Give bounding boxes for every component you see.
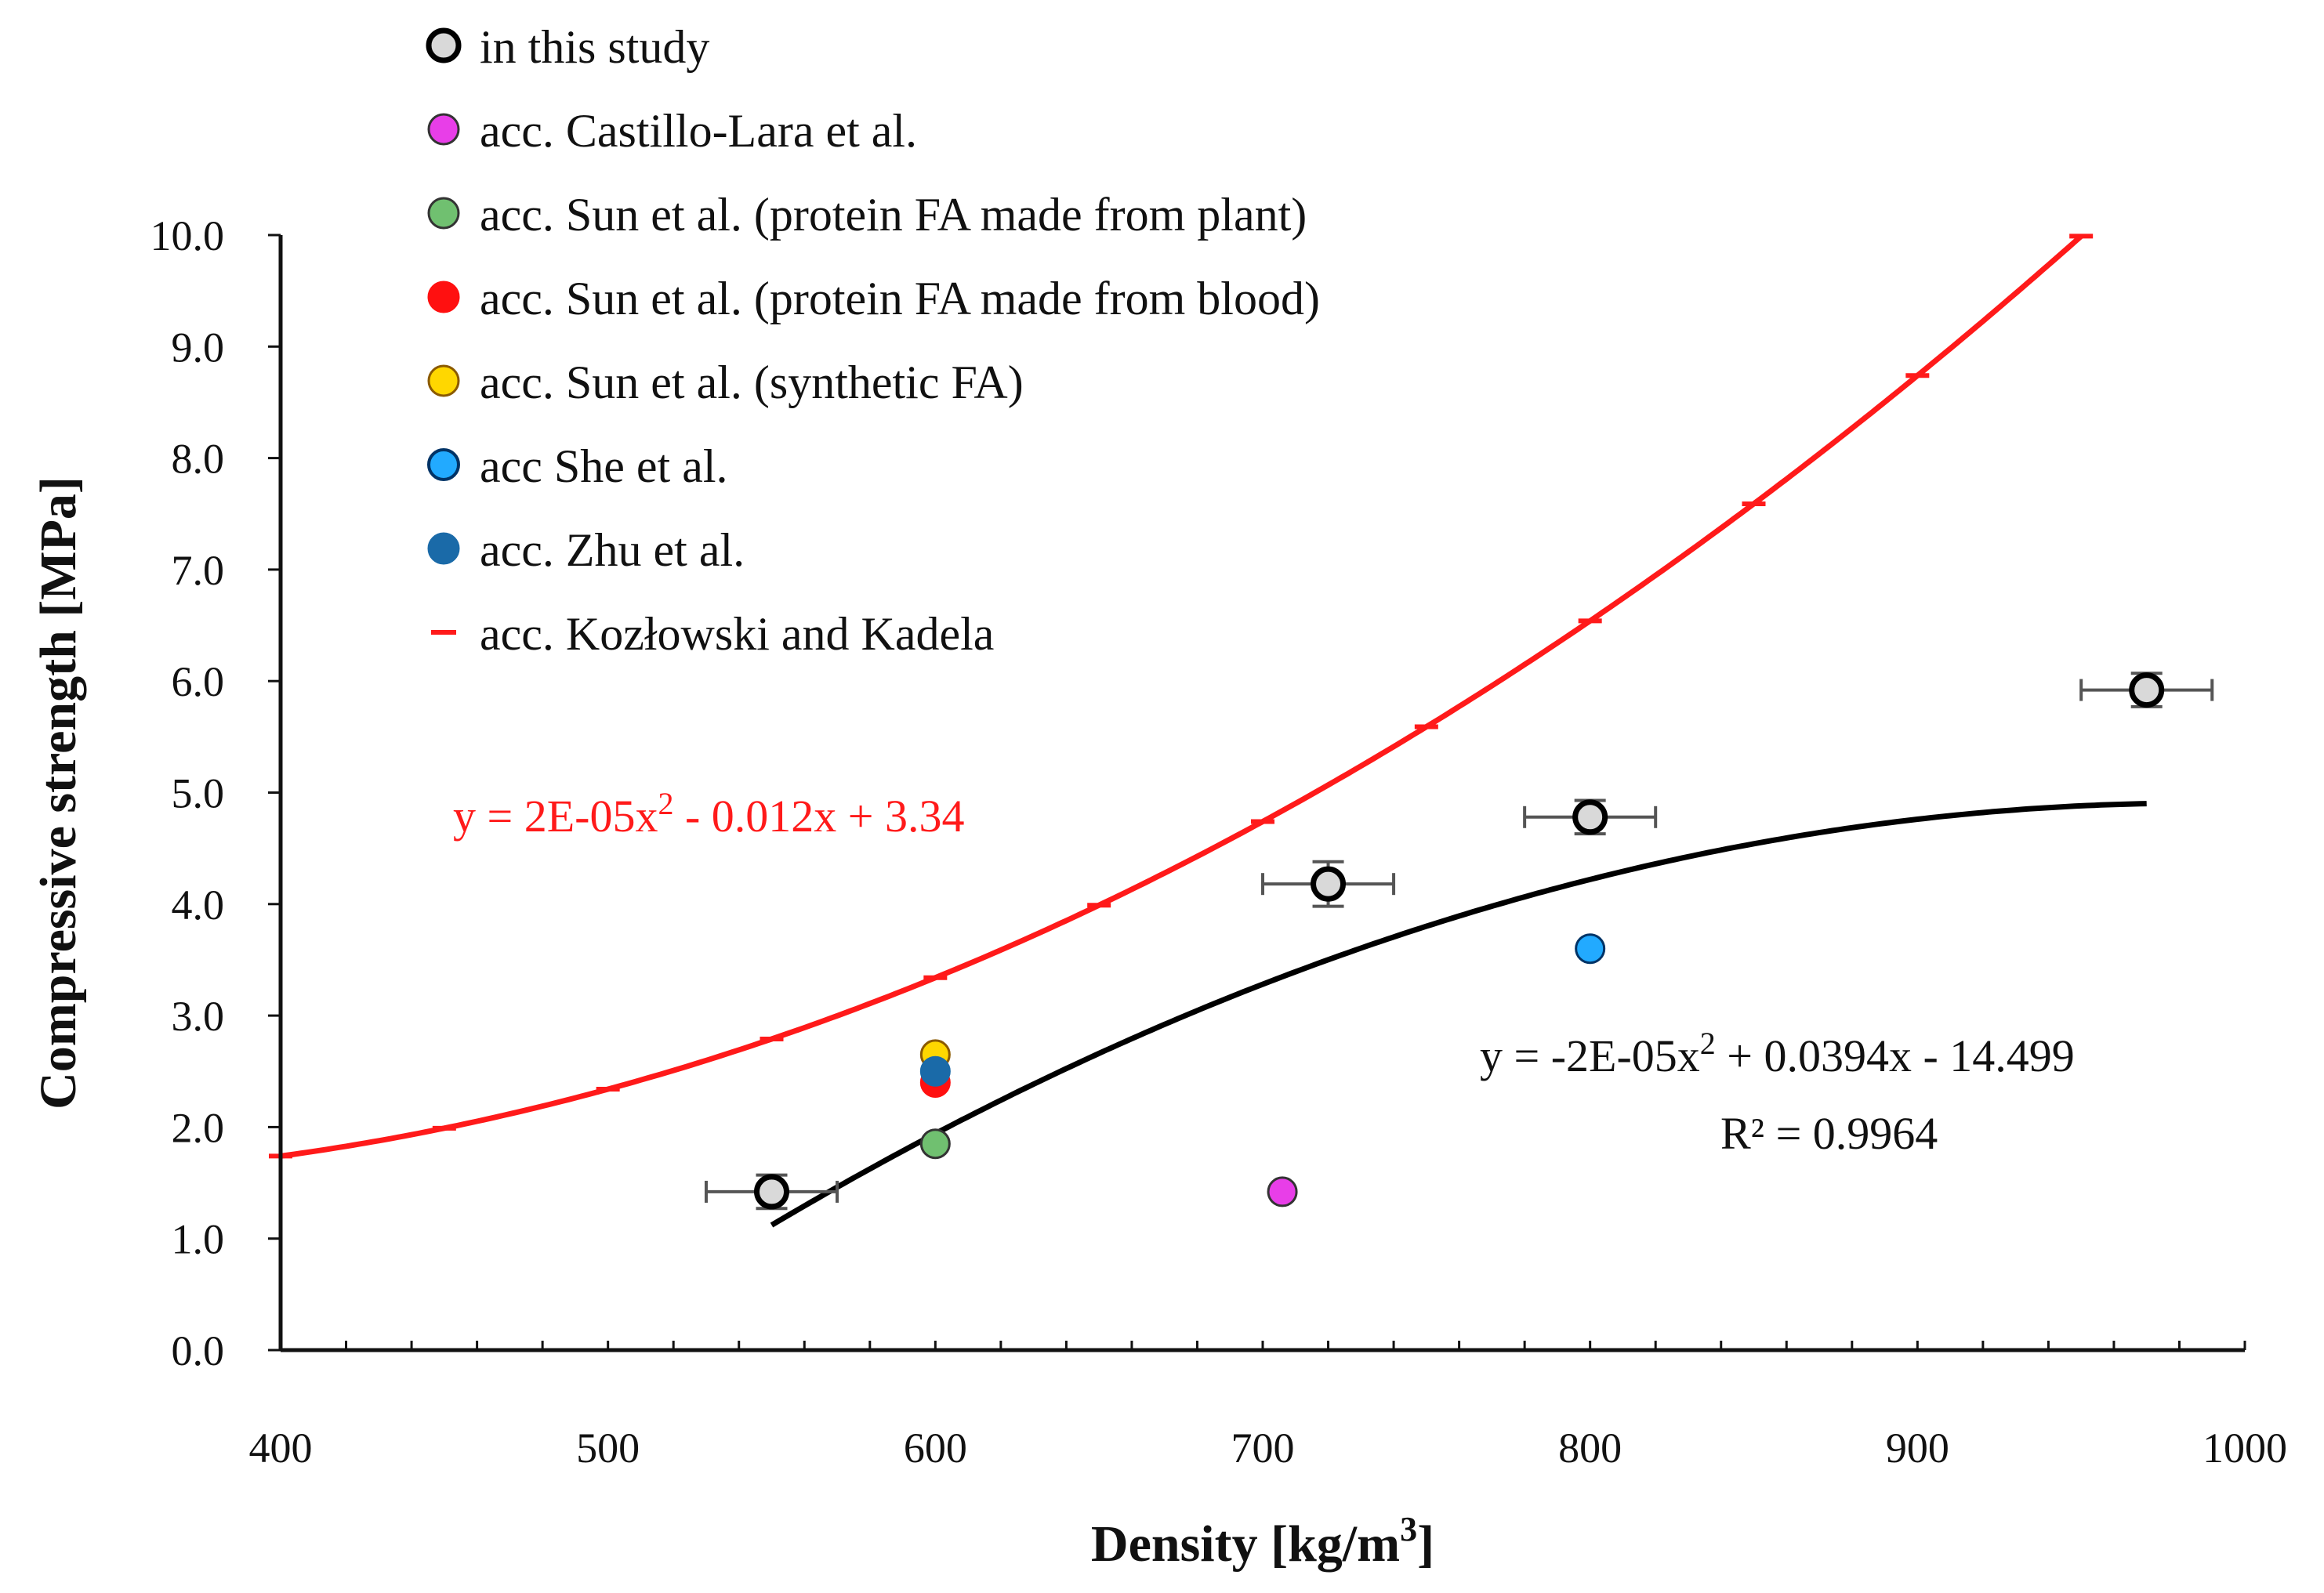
- data-points: [754, 672, 2165, 1210]
- x-tick-label: 900: [1886, 1425, 1949, 1472]
- legend-marker-sun-plant: [427, 197, 460, 230]
- legend-item-castillo-lara: acc. Castillo-Lara et al.: [427, 105, 917, 157]
- legend-item-in-this-study: in this study: [426, 21, 709, 73]
- black-curve-r-squared: R² = 0.9964: [1720, 1108, 1938, 1159]
- y-tick-label: 2.0: [172, 1104, 225, 1151]
- error-bars: [704, 672, 2214, 1211]
- axes: 400 500 600 700 800 900 1000 0.0 1.0 2.0 3.0 4.0 5.…: [150, 212, 2288, 1472]
- red-curve-equation: y = 2E-05x2 - 0.012x + 3.34: [453, 786, 964, 842]
- point-acc-castillo-lara-et-al: [1267, 1176, 1298, 1207]
- legend-label-sun-synthetic: acc. Sun et al. (synthetic FA): [480, 357, 1024, 408]
- black-curve-equation: y = -2E-05x2 + 0.0394x - 14.499: [1480, 1026, 2075, 1081]
- y-tick-label: 7.0: [172, 547, 225, 594]
- y-tick-label: 0.0: [172, 1327, 225, 1374]
- y-tick-label: 10.0: [150, 212, 225, 259]
- legend-label-sun-plant: acc. Sun et al. (protein FA made from pl…: [480, 189, 1307, 241]
- legend-label-castillo-lara: acc. Castillo-Lara et al.: [480, 105, 917, 157]
- x-axis-title: Density [kg/m3]: [1091, 1510, 1434, 1573]
- legend-marker-castillo-lara: [427, 113, 460, 146]
- point-in-this-study: [1572, 799, 1608, 835]
- y-tick-label: 1.0: [172, 1216, 225, 1263]
- curve-in-this-study-trend: [770, 801, 2147, 1228]
- legend-item-sun-synthetic: acc. Sun et al. (synthetic FA): [427, 357, 1024, 408]
- legend-label-in-this-study: in this study: [480, 21, 709, 73]
- point-acc-she-et-al: [1575, 933, 1606, 965]
- y-tick-label: 4.0: [172, 882, 225, 929]
- legend-marker-in-this-study: [426, 27, 462, 63]
- x-tick-label: 500: [576, 1425, 640, 1472]
- point-acc-zhu-et-al: [919, 1055, 951, 1087]
- x-tick-label: 600: [904, 1425, 967, 1472]
- point-in-this-study: [1311, 866, 1347, 902]
- y-tick-label: 3.0: [172, 993, 225, 1040]
- y-axis-title: Compressive strength [MPa]: [30, 476, 87, 1110]
- point-in-this-study: [2129, 672, 2165, 708]
- x-tick-label: 800: [1558, 1425, 1622, 1472]
- curve-acc-koz-owski-and-kadela: [280, 234, 2083, 1159]
- legend-marker-sun-blood: [427, 281, 460, 313]
- point-in-this-study: [754, 1174, 789, 1210]
- legend-marker-she: [427, 448, 460, 481]
- legend-label-zhu: acc. Zhu et al.: [480, 524, 745, 576]
- legend-item-sun-plant: acc. Sun et al. (protein FA made from pl…: [427, 189, 1307, 241]
- y-tick-label: 8.0: [172, 436, 225, 483]
- point-acc-sun-et-al-protein-fa-made-from-plant: [919, 1128, 951, 1160]
- y-tick-label: 9.0: [172, 324, 225, 371]
- legend-item-she: acc She et al.: [427, 440, 728, 492]
- legend-item-kozlowski-kadela: acc. Kozłowski and Kadela: [431, 608, 994, 660]
- legend-label-she: acc She et al.: [480, 440, 728, 492]
- trend-curves: [269, 234, 2147, 1228]
- legend-item-zhu: acc. Zhu et al.: [427, 524, 745, 576]
- legend-marker-zhu: [427, 532, 460, 565]
- x-tick-label: 1000: [2203, 1425, 2287, 1472]
- y-axis-ticks: 0.0 1.0 2.0 3.0 4.0 5.0 6.0 7.0 8.0 9.0 10.0: [150, 212, 281, 1374]
- legend-item-sun-blood: acc. Sun et al. (protein FA made from bl…: [427, 273, 1320, 324]
- x-tick-label: 400: [249, 1425, 313, 1472]
- legend: in this study acc. Castillo-Lara et al. …: [426, 21, 1320, 660]
- y-tick-label: 6.0: [172, 658, 225, 705]
- y-tick-label: 5.0: [172, 770, 225, 817]
- legend-label-sun-blood: acc. Sun et al. (protein FA made from bl…: [480, 273, 1320, 324]
- x-tick-label: 700: [1231, 1425, 1295, 1472]
- legend-marker-sun-synthetic: [427, 364, 460, 397]
- legend-label-kozlowski-kadela: acc. Kozłowski and Kadela: [480, 608, 994, 660]
- x-axis-ticks: 400 500 600 700 800 900 1000: [249, 1341, 2287, 1472]
